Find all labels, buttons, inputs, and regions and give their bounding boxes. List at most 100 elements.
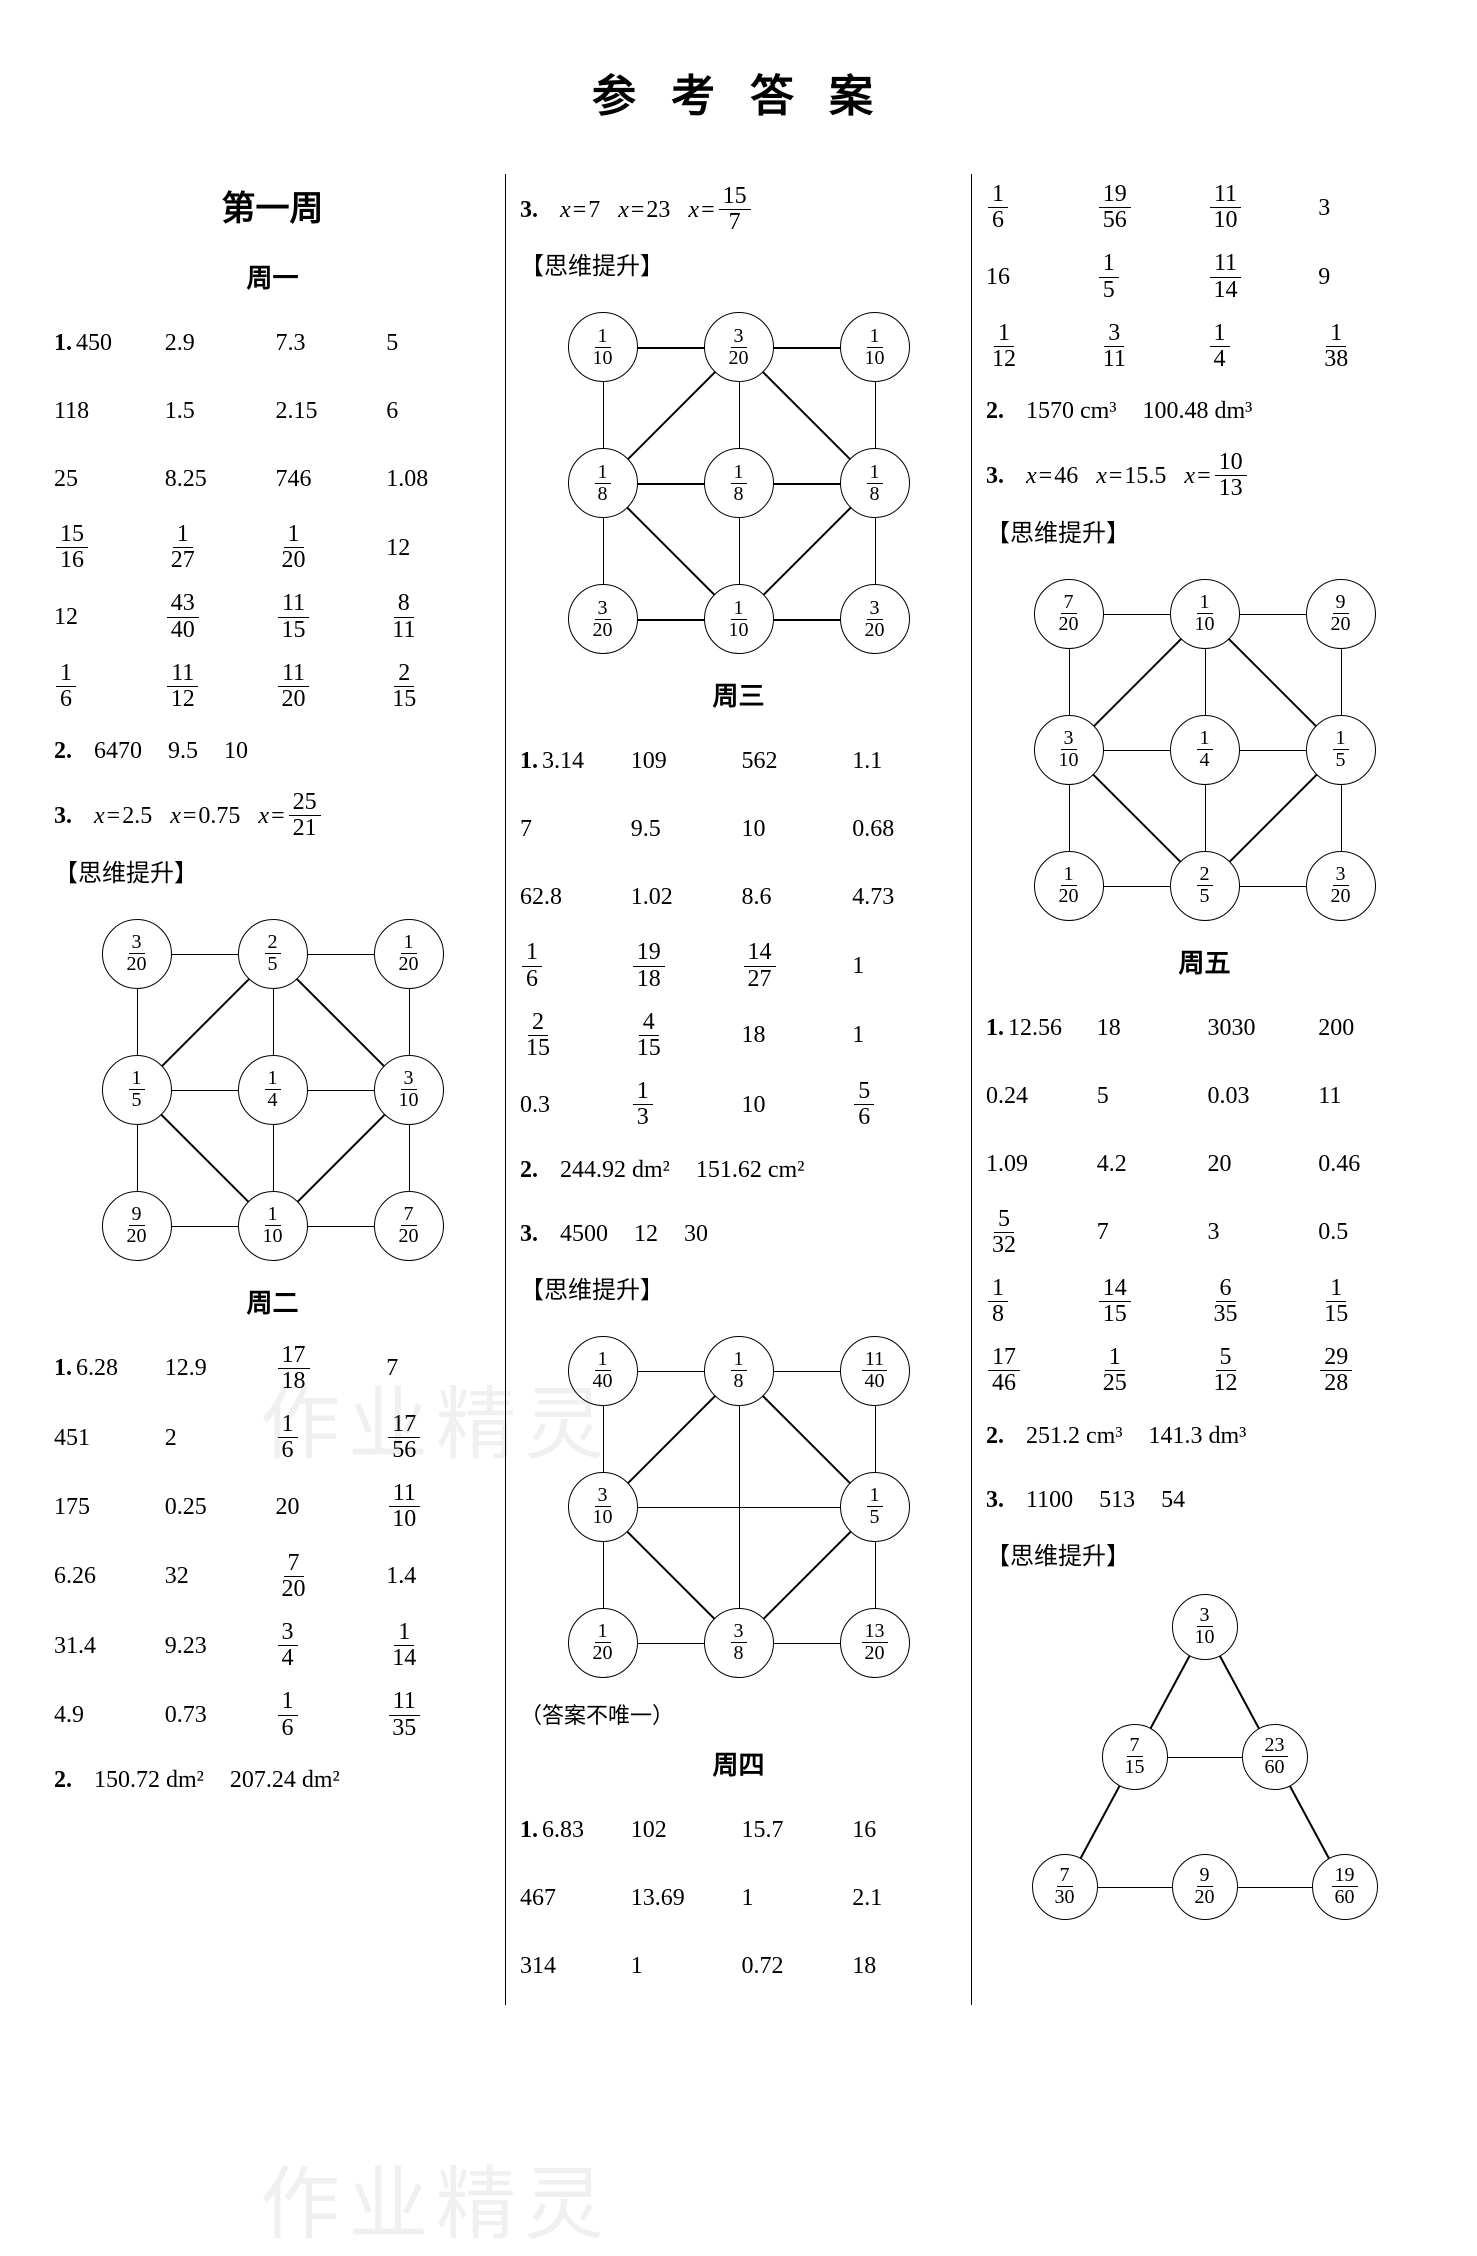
answer-cell: 1110 — [386, 1481, 491, 1532]
diagram-node: 15 — [840, 1472, 910, 1542]
answer-cell: 1.1 — [852, 736, 957, 786]
day4-q2: 2. 1570 cm³100.48 dm³ — [986, 386, 1423, 436]
answer-cell: 102 — [631, 1805, 736, 1855]
answer-cell: 200 — [1318, 1003, 1423, 1053]
answer-cell: 811 — [386, 591, 491, 642]
answer-cell: 175 — [54, 1481, 159, 1532]
day2-q3: 3.x = 7x = 23x = 157 — [520, 184, 957, 235]
day1-q1-table: 1.4502.97.351181.52.156258.257461.081516… — [54, 318, 491, 712]
answer-cell: 1.3.14 — [520, 736, 625, 786]
week-1-title: 第一周 — [54, 184, 491, 235]
diagram-node: 320 — [704, 312, 774, 382]
answer-cell: 12 — [386, 522, 491, 573]
diagram-node: 720 — [1034, 579, 1104, 649]
answer-cell: 1 — [631, 1941, 736, 1991]
diagram-node: 18 — [704, 448, 774, 518]
answer-cell: 215 — [386, 661, 491, 712]
answer-cell: 13 — [631, 1079, 736, 1130]
answer-cell: 125 — [1097, 1345, 1202, 1396]
answer-cell: 7.3 — [276, 318, 381, 368]
answer-cell: 1.09 — [986, 1139, 1091, 1189]
answer-cell: 4.9 — [54, 1689, 159, 1740]
hint-label-5: 【思维提升】 — [986, 1539, 1423, 1575]
day2-q2: 2. 150.72 dm²207.24 dm² — [54, 1755, 491, 1805]
answer-cell: 3030 — [1208, 1003, 1313, 1053]
diagram-node: 1320 — [840, 1608, 910, 1678]
answer-cell: 720 — [276, 1551, 381, 1602]
triangle-node: 730 — [1032, 1854, 1098, 1920]
diagram-node: 320 — [102, 919, 172, 989]
answer-cell: 314 — [520, 1941, 625, 1991]
diagram-3: 14018114031015120381320 — [559, 1327, 919, 1687]
diagram-node: 25 — [238, 919, 308, 989]
answer-cell: 16 — [986, 182, 1091, 233]
answer-cell: 1.450 — [54, 318, 159, 368]
answer-cell: 4340 — [165, 591, 270, 642]
answer-cell: 118 — [54, 386, 159, 436]
diagram-node: 14 — [1170, 715, 1240, 785]
answer-cell: 3 — [1208, 1207, 1313, 1258]
answer-cell: 16 — [852, 1805, 957, 1855]
answer-cell: 1.5 — [165, 386, 270, 436]
diagram-node: 120 — [568, 1608, 638, 1678]
triangle-node: 715 — [1102, 1724, 1168, 1790]
answer-cell: 138 — [1318, 321, 1423, 372]
hint-label-2: 【思维提升】 — [520, 249, 957, 285]
answer-cell: 16 — [520, 940, 625, 991]
answer-cell: 451 — [54, 1412, 159, 1463]
answer-cell: 8.6 — [742, 872, 847, 922]
diagram-node: 320 — [1306, 851, 1376, 921]
diagram-node: 38 — [704, 1608, 774, 1678]
answer-cell: 1.4 — [386, 1551, 491, 1602]
hint-label-1: 【思维提升】 — [54, 856, 491, 892]
diagram-node: 310 — [1034, 715, 1104, 785]
answer-cell: 1110 — [1208, 182, 1313, 233]
answer-cell: 562 — [742, 736, 847, 786]
day2-q1-table: 1.6.2812.91718745121617561750.252011106.… — [54, 1343, 491, 1741]
answer-cell: 0.73 — [165, 1689, 270, 1740]
day3-q3: 3. 45001230 — [520, 1209, 957, 1259]
answer-cell: 635 — [1208, 1276, 1313, 1327]
equation: x = 2521 — [258, 790, 322, 841]
answer-cell: 20 — [1208, 1139, 1313, 1189]
hint-label-3: 【思维提升】 — [520, 1273, 957, 1309]
answer-cell: 2.1 — [852, 1873, 957, 1923]
diagram-node: 920 — [1306, 579, 1376, 649]
day-5-title: 周五 — [986, 944, 1423, 983]
diagram-node: 310 — [568, 1472, 638, 1542]
diagram-node: 25 — [1170, 851, 1240, 921]
answer-cell: 18 — [852, 1941, 957, 1991]
answer-cell: 31.4 — [54, 1620, 159, 1671]
answer-cell: 746 — [276, 454, 381, 504]
diagram-node: 14 — [238, 1055, 308, 1125]
answer-cell: 56 — [852, 1079, 957, 1130]
answer-cell: 15.7 — [742, 1805, 847, 1855]
answer-cell: 1.12.56 — [986, 1003, 1091, 1053]
answer-cell: 115 — [1318, 1276, 1423, 1327]
answer-cell: 34 — [276, 1620, 381, 1671]
answer-cell: 2928 — [1318, 1345, 1423, 1396]
answer-cell: 1 — [852, 1010, 957, 1061]
triangle-node: 1960 — [1312, 1854, 1378, 1920]
answer-cell: 10 — [742, 1079, 847, 1130]
day5-q2: 2. 251.2 cm³141.3 dm³ — [986, 1411, 1423, 1461]
day-1-title: 周一 — [54, 259, 491, 298]
day3-q2: 2. 244.92 dm²151.62 cm² — [520, 1145, 957, 1195]
answer-cell: 16 — [276, 1412, 381, 1463]
answer-cell: 2.9 — [165, 318, 270, 368]
equation: x = 157 — [688, 184, 752, 235]
answer-cell: 0.68 — [852, 804, 957, 854]
answer-cell: 0.3 — [520, 1079, 625, 1130]
diagram-node: 320 — [568, 584, 638, 654]
answer-cell: 1 — [852, 940, 957, 991]
answer-cell: 1135 — [386, 1689, 491, 1740]
answer-cell: 532 — [986, 1207, 1091, 1258]
diagram-node: 120 — [374, 919, 444, 989]
answer-cell: 1415 — [1097, 1276, 1202, 1327]
answer-cell: 7 — [520, 804, 625, 854]
diagram-1: 320251201514310920110720 — [93, 910, 453, 1270]
answer-cell: 2.15 — [276, 386, 381, 436]
diagram-4: 720110920310141512025320 — [1025, 570, 1385, 930]
answer-cell: 127 — [165, 522, 270, 573]
answer-cell: 0.46 — [1318, 1139, 1423, 1189]
